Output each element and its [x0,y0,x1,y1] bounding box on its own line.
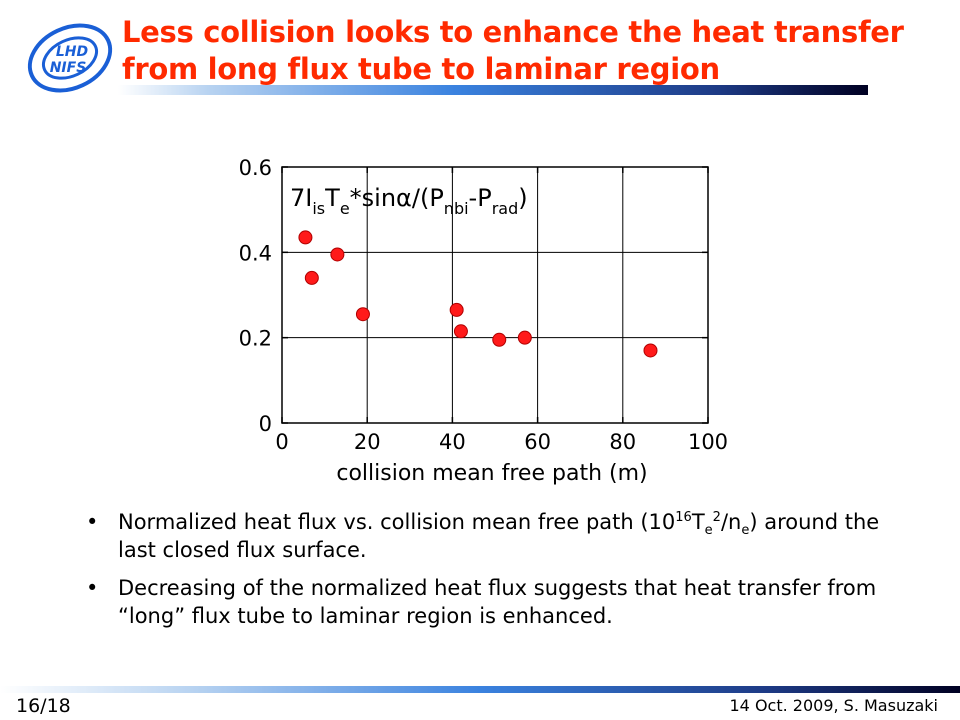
bullet-item: • Decreasing of the normalized heat flux… [86,574,906,630]
anno-part: *sin [350,184,396,212]
plot-frame [281,166,709,424]
page-number: 16/18 [16,695,71,717]
y-tick-label: 0.2 [239,327,272,351]
anno-sub: is [312,199,325,218]
data-point [453,324,468,339]
y-tick-label: 0.4 [239,241,272,265]
y-tick-label: 0 [259,412,272,436]
data-point [304,270,319,285]
anno-part: ) [518,184,527,212]
footer-credit: 14 Oct. 2009, S. Masuzaki [729,696,939,715]
x-tick-label: 60 [524,430,551,454]
x-tick-label: 0 [275,430,288,454]
logo-text-bottom: NIFS [50,60,87,76]
anno-part: T [324,184,340,212]
data-point [517,330,532,345]
data-point [355,307,370,322]
lhd-nifs-logo: LHD NIFS [27,23,113,93]
bullet-text: Normalized heat flux vs. collision mean … [118,510,880,562]
anno-alpha: α [396,184,412,212]
anno-sub: e [340,199,350,218]
data-point [643,343,658,358]
anno-part: /(P [412,184,444,212]
x-axis-title: collision mean free path (m) [336,461,647,486]
chart-tick-marks [281,166,709,424]
x-tick-label: 40 [439,430,466,454]
logo-ring-outer [27,23,113,93]
anno-part: -P [469,184,492,212]
logo-ring-inner [42,36,98,80]
chart-annotation-formula: 7IisTe*sinα/(Pnbi-Prad) [290,184,528,218]
bullet-dot-icon: • [86,576,99,600]
chart-tick-labels: 0 20 40 60 80 100 0 0.2 0.4 0.6 [239,156,728,454]
x-tick-label: 80 [609,430,636,454]
footer-bar [0,686,960,693]
anno-sub: rad [492,199,519,218]
bullet-dot-icon: • [86,510,99,534]
chart-points [298,230,658,358]
bullet-list: • Normalized heat flux vs. collision mea… [86,508,906,640]
data-point [330,247,345,262]
x-tick-label: 20 [354,430,381,454]
bullet-text: Decreasing of the normalized heat flux s… [118,576,877,628]
slide-title: Less collision looks to enhance the heat… [122,15,904,86]
data-point [449,302,464,317]
data-point [298,230,313,245]
bullet-item: • Normalized heat flux vs. collision mea… [86,508,906,564]
data-point [492,332,507,347]
anno-sub: nbi [444,199,469,218]
x-tick-label: 100 [688,430,728,454]
anno-part: 7I [290,184,312,212]
logo-text-top: LHD [56,44,88,60]
title-underline-bar [118,85,868,95]
y-tick-label: 0.6 [239,156,272,180]
chart-grid [282,167,708,423]
